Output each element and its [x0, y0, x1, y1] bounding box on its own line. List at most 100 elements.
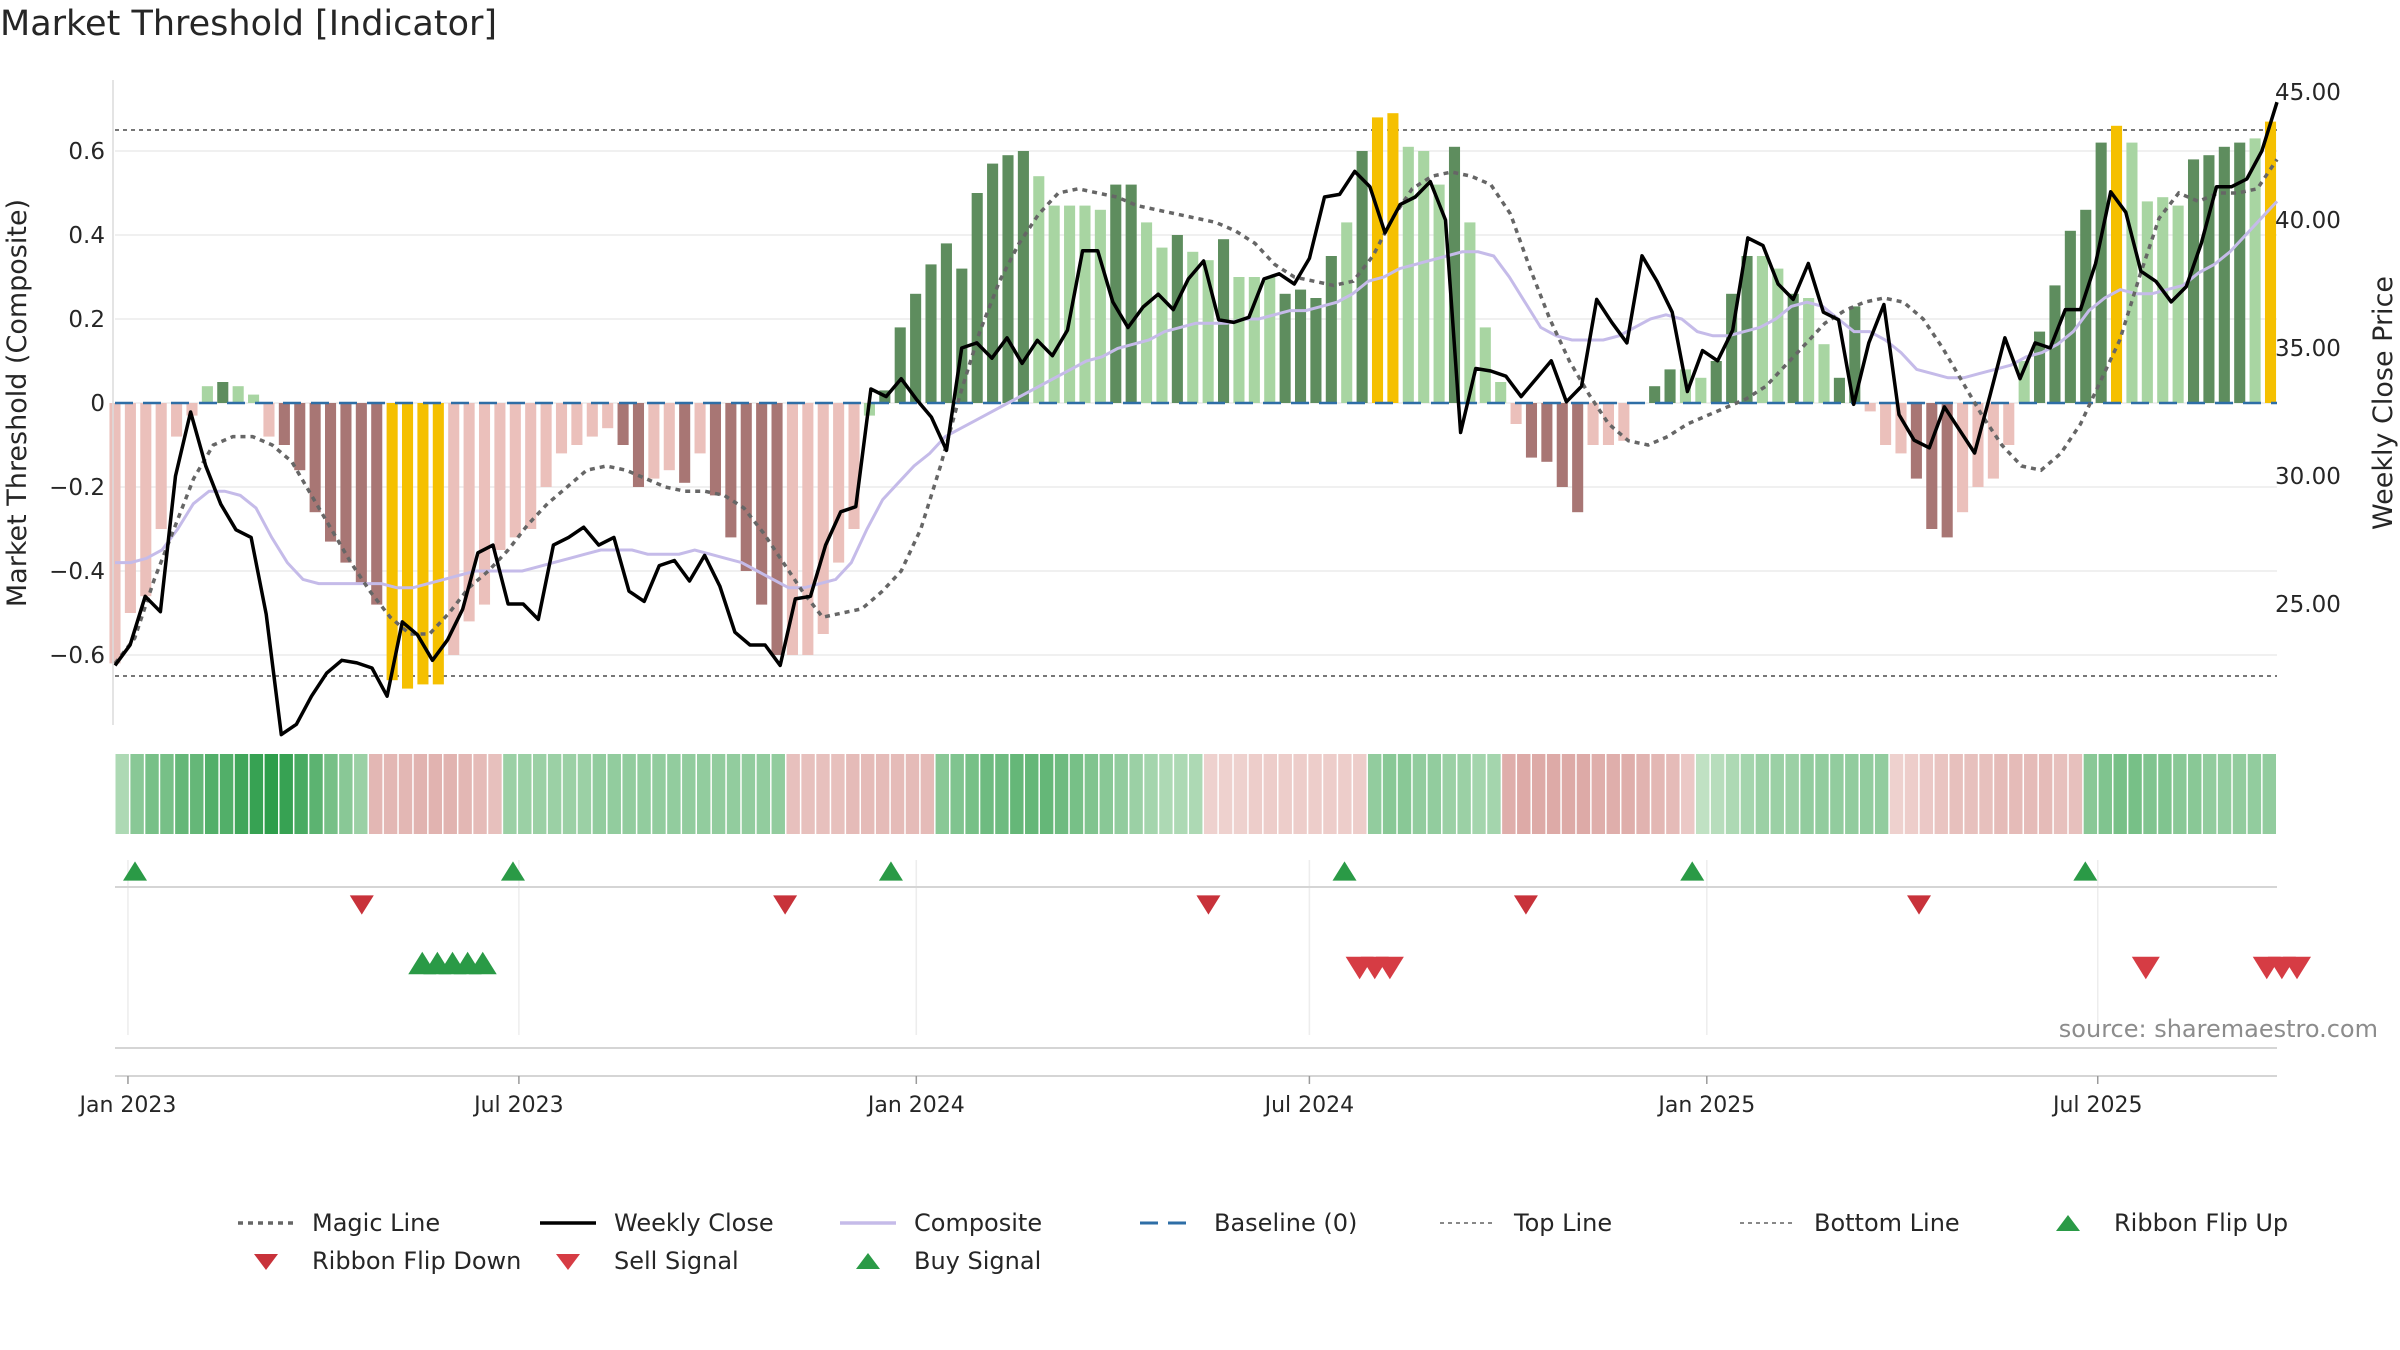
composite-bar [263, 403, 275, 437]
ribbon-cell [1099, 754, 1113, 834]
y-right-tick-label: 30.00 [2275, 464, 2341, 490]
composite-bar [1880, 403, 1892, 445]
ribbon-cell [160, 754, 174, 834]
ribbon-cell [607, 754, 621, 834]
ribbon-cell [1860, 754, 1874, 834]
ribbon-cell [234, 754, 249, 834]
composite-bar [325, 403, 337, 542]
composite-bar [1171, 235, 1183, 403]
composite-bar [2080, 209, 2092, 403]
composite-bar [1448, 146, 1461, 404]
ribbon-cell [264, 754, 279, 834]
ribbon-cell [682, 754, 696, 834]
ribbon-cell [622, 754, 636, 834]
ribbon-cell [1353, 754, 1367, 834]
ribbon-cell [1889, 754, 1904, 834]
composite-bar [1371, 117, 1384, 404]
composite-bar [494, 403, 506, 550]
x-tick-label: Jan 2023 [78, 1093, 177, 1118]
ribbon-cell [1785, 754, 1799, 834]
composite-bar [817, 403, 829, 634]
ribbon-cell [577, 754, 592, 834]
y-right-tick-label: 35.00 [2275, 336, 2341, 362]
ribbon-cell [130, 754, 144, 834]
ribbon-cell [115, 754, 129, 834]
x-tick-label: Jul 2024 [1263, 1093, 1355, 1118]
ribbon-cell [1651, 754, 1665, 834]
composite-bar [1402, 146, 1414, 404]
ribbon-cell [309, 754, 323, 834]
ribbon-cell [1308, 754, 1322, 834]
ribbon-flip-down-marker [773, 895, 798, 915]
ribbon-cell [1129, 754, 1143, 834]
ribbon-cell [995, 754, 1009, 834]
composite-bar [1572, 403, 1584, 513]
composite-bar [1541, 403, 1553, 462]
ribbon-cell [383, 754, 398, 834]
y-tick-label: 0 [90, 391, 105, 417]
ribbon-cell [726, 754, 741, 834]
composite-bar [1525, 403, 1538, 458]
ribbon-cell [1502, 754, 1516, 834]
composite-bar [1141, 222, 1153, 403]
composite-bar [648, 403, 660, 479]
composite-bar [109, 403, 121, 664]
y-right-axis-title: Weekly Close Price [2368, 276, 2399, 530]
composite-bar [1664, 369, 1676, 403]
y-tick-label: 0.4 [68, 223, 105, 249]
ribbon-cell [473, 754, 487, 834]
composite-bar [571, 403, 583, 445]
composite-bar [2034, 331, 2046, 403]
composite-bar [1649, 386, 1661, 403]
composite-bar [1233, 277, 1245, 403]
composite-bar [725, 403, 737, 538]
ribbon-cell [219, 754, 234, 834]
sell-signal-marker [2131, 956, 2160, 980]
ribbon-cell [1949, 754, 1963, 834]
ribbon-cell [1904, 754, 1919, 834]
ribbon-cell [1248, 754, 1263, 834]
ribbon-flip-up-marker [500, 861, 525, 881]
composite-bar [1618, 403, 1630, 441]
composite-bar [1248, 277, 1260, 403]
ribbon-flip-up-marker [2073, 861, 2098, 881]
composite-bar [463, 403, 475, 622]
composite-bar [771, 403, 783, 655]
composite-bar [1464, 222, 1476, 403]
composite-bar [401, 403, 414, 689]
composite-bar [340, 403, 352, 563]
source-note: source: sharemaestro.com [2058, 1015, 2378, 1043]
ribbon-cell [592, 754, 607, 834]
composite-bar [1294, 289, 1307, 403]
composite-bar [1264, 277, 1276, 403]
ribbon-cell [1681, 754, 1695, 834]
ribbon-cell [801, 754, 815, 834]
ribbon-cell [1189, 754, 1203, 834]
ribbon-cell [1636, 754, 1650, 834]
ribbon-strip [115, 754, 2276, 834]
composite-bar [2172, 205, 2184, 403]
ribbon-cell [1263, 754, 1278, 834]
ribbon-cell [965, 754, 979, 834]
y-tick-label: −0.2 [49, 475, 105, 501]
ribbon-cell [2053, 754, 2068, 834]
composite-bar [1094, 209, 1106, 403]
ribbon-cell [458, 754, 472, 834]
composite-bar [1017, 151, 1029, 403]
composite-bar [786, 403, 798, 655]
y-tick-label: 0.2 [68, 307, 105, 333]
composite-bar [1156, 247, 1168, 403]
ribbon-cell [1576, 754, 1591, 834]
composite-bar [1726, 293, 1738, 403]
composite-bar [2003, 403, 2015, 445]
ribbon-cell [443, 754, 457, 834]
composite-bar [1818, 344, 1830, 403]
ribbon-cell [1830, 754, 1844, 834]
composite-bar [1418, 151, 1430, 403]
ribbon-cell [354, 754, 368, 834]
magic-line [113, 158, 2279, 665]
ribbon-cell [1546, 754, 1561, 834]
composite-bar [602, 403, 614, 429]
ribbon-cell [2024, 754, 2038, 834]
ribbon-cell [2068, 754, 2083, 834]
